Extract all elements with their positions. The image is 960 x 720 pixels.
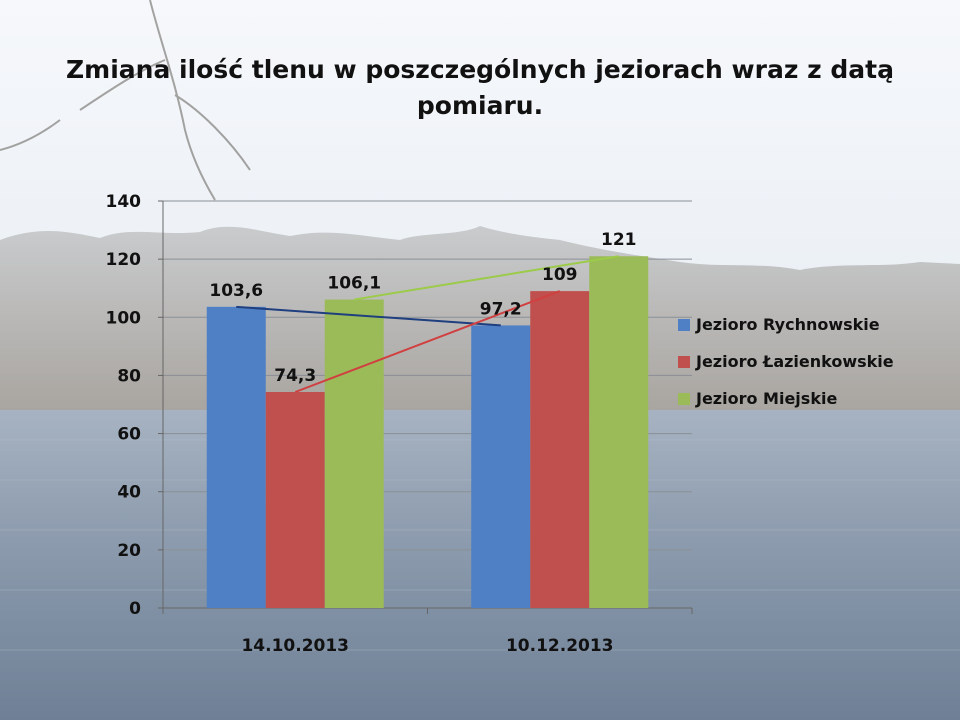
y-tick-label: 40 [117, 483, 141, 503]
y-tick-label: 100 [106, 308, 142, 328]
legend-swatch [678, 318, 690, 331]
y-tick-label: 80 [117, 366, 141, 386]
legend-label: Jezioro Miejskie [696, 389, 838, 408]
legend-item-rychnowskie: Jezioro Rychnowskie [678, 306, 894, 343]
x-tick-label: 14.10.2013 [241, 636, 349, 656]
y-tick-label: 120 [106, 250, 142, 270]
chart-legend: Jezioro Rychnowskie Jezioro Łazienkowski… [678, 306, 894, 417]
bar [324, 299, 384, 608]
legend-swatch [678, 392, 690, 405]
chart-data-labels: 103,6 74,3 106,1 97,2 109 121 [209, 230, 636, 386]
bar [530, 291, 590, 608]
bar [265, 391, 325, 608]
legend-item-miejskie: Jezioro Miejskie [678, 380, 894, 417]
trendline [236, 305, 501, 327]
trendline [354, 255, 619, 301]
chart-bars [206, 256, 649, 608]
y-tick-label: 60 [117, 425, 141, 445]
data-label: 106,1 [327, 274, 381, 294]
legend-label: Jezioro Łazienkowskie [696, 352, 894, 371]
chart-trendlines [236, 255, 619, 393]
chart-title: Zmiana ilość tlenu w poszczególnych jezi… [60, 52, 900, 124]
bar [471, 325, 531, 608]
x-tick-label: 10.12.2013 [506, 636, 614, 656]
chart-title-line-2: pomiaru. [416, 91, 544, 120]
chart-title-line-1: Zmiana ilość tlenu w poszczególnych jezi… [66, 55, 894, 84]
data-label: 121 [601, 230, 637, 250]
legend-item-lazienkowskie: Jezioro Łazienkowskie [678, 343, 894, 380]
chart-tick-labels: 0 20 40 60 80 100 120 140 14.10.2013 10.12.2013 [106, 192, 614, 656]
data-label: 103,6 [209, 281, 263, 301]
bar [206, 306, 266, 608]
legend-label: Jezioro Rychnowskie [696, 315, 880, 334]
legend-swatch [678, 355, 690, 368]
bar [589, 256, 649, 608]
trendline [294, 290, 561, 393]
data-label: 109 [542, 265, 578, 285]
y-tick-label: 140 [106, 192, 142, 212]
data-label: 97,2 [480, 299, 522, 319]
y-tick-label: 20 [117, 541, 141, 561]
y-tick-label: 0 [129, 599, 141, 619]
data-label: 74,3 [274, 366, 316, 386]
